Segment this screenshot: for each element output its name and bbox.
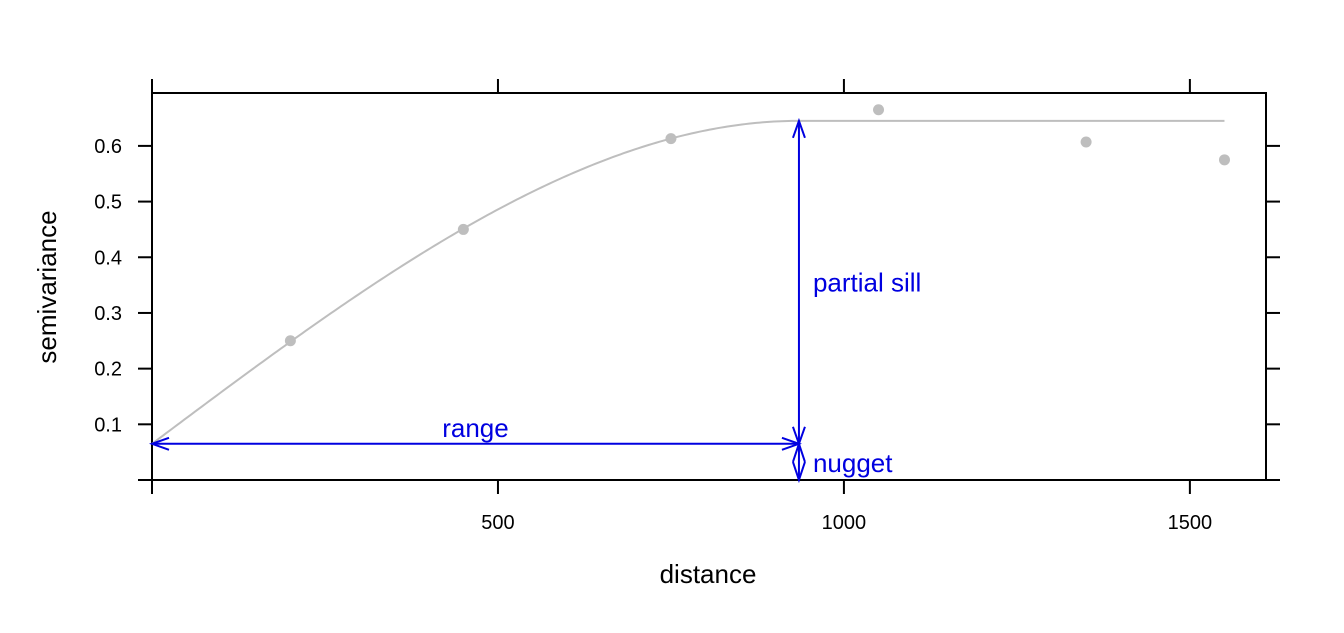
x-tick-label: 1500	[1168, 512, 1213, 534]
y-tick-label: 0.3	[94, 303, 122, 325]
y-tick-label: 0.5	[94, 192, 122, 214]
y-tick-label: 0.6	[94, 136, 122, 158]
nugget-label: nugget	[813, 448, 893, 478]
nugget-arrowhead-top	[792, 440, 806, 463]
partial-sill-label: partial sill	[813, 267, 921, 297]
partial-sill-arrowhead-top	[792, 117, 806, 139]
x-tick-label: 1000	[822, 512, 867, 534]
data-point	[665, 133, 677, 145]
data-point	[284, 335, 296, 347]
data-point	[1080, 136, 1092, 148]
plot-frame	[151, 92, 1267, 481]
y-tick-label: 0.4	[94, 247, 122, 269]
x-axis-title: distance	[660, 559, 757, 589]
model-curve	[151, 119, 1225, 445]
y-axis-title: semivariance	[32, 210, 62, 363]
range-label: range	[442, 413, 509, 443]
y-tick-label: 0.1	[94, 414, 122, 436]
data-point	[1218, 154, 1230, 166]
y-tick-label: 0.2	[94, 359, 122, 381]
x-tick-label: 500	[481, 512, 514, 534]
data-point	[873, 104, 885, 116]
range-arrowhead-left	[148, 436, 170, 451]
data-point	[457, 223, 469, 235]
nugget-arrowhead-bottom	[792, 461, 806, 484]
